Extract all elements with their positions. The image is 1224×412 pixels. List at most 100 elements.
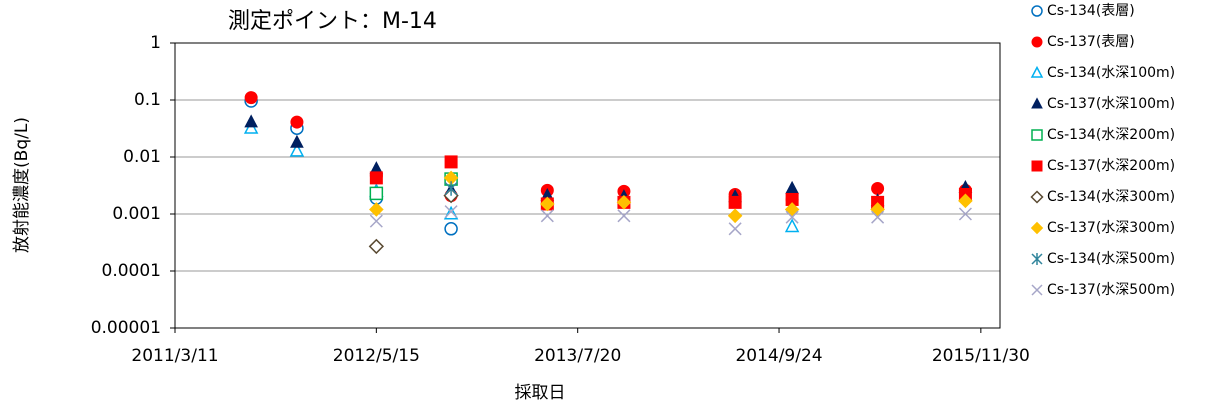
legend-label: Cs-134(水深100m) xyxy=(1047,65,1175,81)
point xyxy=(369,214,383,228)
marker xyxy=(1030,190,1044,204)
marker-shape xyxy=(1030,190,1044,204)
marker-shape xyxy=(444,181,458,196)
point xyxy=(244,91,258,105)
marker-shape xyxy=(1031,36,1043,48)
marker-shape xyxy=(289,142,305,157)
marker xyxy=(1031,253,1043,265)
legend-label: Cs-134(水深300m) xyxy=(1047,189,1175,205)
point xyxy=(368,238,385,255)
point xyxy=(784,202,800,217)
marker-shape xyxy=(244,114,258,128)
y-tick-label: 0.0001 xyxy=(102,261,161,281)
point xyxy=(444,205,458,219)
marker-shape xyxy=(444,222,458,236)
y-tick-label: 0.1 xyxy=(134,90,161,110)
marker-shape xyxy=(871,182,885,196)
point xyxy=(784,218,800,233)
marker-shape xyxy=(443,205,459,220)
y-tick-label: 0.01 xyxy=(123,147,161,167)
marker-shape xyxy=(785,180,799,194)
marker-shape xyxy=(369,186,384,201)
marker-shape xyxy=(1031,284,1043,296)
y-tick-label: 0.001 xyxy=(112,204,161,224)
legend-label: Cs-137(表層) xyxy=(1047,34,1135,50)
point xyxy=(958,193,973,209)
marker-shape xyxy=(617,209,631,223)
marker xyxy=(1030,65,1044,78)
point xyxy=(871,210,885,224)
point xyxy=(871,182,885,196)
x-tick-label: 2015/11/30 xyxy=(932,346,1030,366)
marker xyxy=(1031,5,1043,17)
point xyxy=(785,210,799,224)
point xyxy=(540,196,555,212)
marker-shape xyxy=(369,171,383,185)
marker-shape xyxy=(368,238,385,255)
legend-label: Cs-134(水深500m) xyxy=(1047,251,1175,267)
point xyxy=(540,209,554,223)
point xyxy=(369,186,384,201)
marker-shape xyxy=(784,218,800,233)
marker xyxy=(1031,36,1043,48)
marker-shape xyxy=(1030,65,1044,78)
marker-shape xyxy=(785,210,799,224)
marker-shape xyxy=(1030,221,1044,235)
point xyxy=(616,195,632,210)
point xyxy=(290,134,304,148)
marker-shape xyxy=(727,208,743,224)
chart-title: 測定ポイント：M-14 xyxy=(228,9,437,34)
marker-shape xyxy=(540,196,555,212)
point xyxy=(870,202,885,217)
legend-label: Cs-134(水深200m) xyxy=(1047,127,1175,143)
point xyxy=(958,207,972,221)
point xyxy=(444,155,458,169)
point xyxy=(728,195,742,209)
marker-shape xyxy=(784,202,800,217)
marker-shape xyxy=(1031,97,1043,109)
legend-label: Cs-137(水深200m) xyxy=(1047,158,1175,174)
point xyxy=(727,208,743,224)
marker-shape xyxy=(1031,160,1043,172)
marker-shape xyxy=(616,195,632,210)
point xyxy=(369,202,384,217)
marker xyxy=(1031,97,1043,109)
point xyxy=(444,181,458,196)
marker-shape xyxy=(1031,129,1043,141)
marker-shape xyxy=(958,207,972,221)
marker-shape xyxy=(540,209,554,223)
marker-shape xyxy=(728,195,742,209)
point xyxy=(369,171,383,185)
point xyxy=(728,222,742,236)
point xyxy=(785,180,799,194)
marker-shape xyxy=(958,193,973,209)
marker-shape xyxy=(369,202,384,217)
marker-shape xyxy=(444,155,458,169)
marker-shape xyxy=(290,134,304,148)
marker-shape xyxy=(728,222,742,236)
marker xyxy=(1031,160,1043,172)
marker-shape xyxy=(369,214,383,228)
legend-label: Cs-137(水深300m) xyxy=(1047,220,1175,236)
legend-label: Cs-134(表層) xyxy=(1047,3,1135,19)
marker-shape xyxy=(1031,5,1043,17)
y-tick-label: 1 xyxy=(150,33,161,53)
marker xyxy=(1031,284,1043,296)
marker-shape xyxy=(444,205,458,219)
legend-label: Cs-137(水深500m) xyxy=(1047,282,1175,298)
marker-shape xyxy=(870,202,885,217)
marker-shape xyxy=(871,210,885,224)
marker-shape xyxy=(244,91,258,105)
y-axis-label: 放射能濃度(Bq/L) xyxy=(12,117,32,253)
point xyxy=(290,115,304,129)
plot-frame xyxy=(174,42,1001,329)
marker-shape xyxy=(290,115,304,129)
point xyxy=(444,222,458,236)
x-tick-label: 2011/3/11 xyxy=(131,346,218,366)
x-tick-label: 2013/7/20 xyxy=(534,346,621,366)
point xyxy=(617,209,631,223)
x-axis-label: 採取日 xyxy=(515,383,566,403)
x-tick-label: 2014/9/24 xyxy=(735,346,822,366)
marker-shape xyxy=(1031,253,1043,265)
